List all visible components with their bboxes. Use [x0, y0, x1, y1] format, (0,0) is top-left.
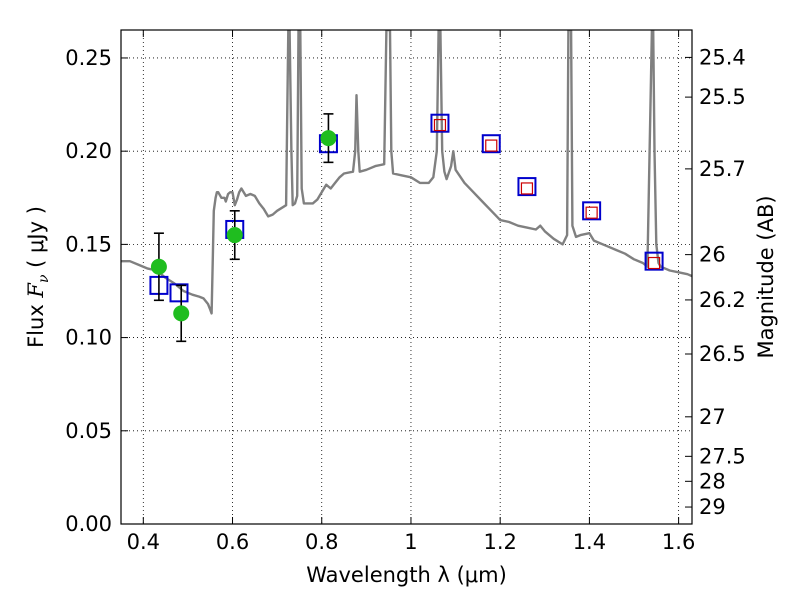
x-tick-label: 1.4 — [573, 530, 606, 554]
red-square-marker — [433, 118, 447, 132]
y2-tick-label: 25.7 — [699, 157, 746, 181]
observed-point — [150, 258, 167, 275]
red-square-marker — [485, 139, 498, 152]
y-tick-label: 0.00 — [65, 512, 112, 536]
y-axis-label: Flux Fν ( μJy ) — [24, 206, 52, 348]
x-tick-label: 0.8 — [305, 530, 338, 554]
grid-lines — [121, 30, 692, 525]
y2-tick-label: 26.5 — [699, 342, 746, 366]
y2-tick-label: 25.5 — [699, 85, 746, 109]
y-tick-label: 0.05 — [65, 419, 112, 443]
data-points — [149, 113, 664, 343]
y2-tick-label: 27 — [699, 405, 726, 429]
blue-square-marker — [582, 201, 602, 221]
red-square-marker — [585, 206, 598, 219]
y2-tick-label: 25.4 — [699, 45, 746, 69]
spectrum-line — [121, 30, 692, 315]
red-square-marker — [520, 182, 534, 195]
model-spectrum — [121, 30, 692, 315]
blue-square-marker — [517, 177, 537, 197]
y2-axis-label: Magnitude (AB) — [754, 195, 778, 358]
x-tick-label: 1 — [404, 530, 417, 554]
red-square-marker — [647, 256, 661, 270]
x-tick-label: 1.2 — [483, 530, 516, 554]
y-axis-label-post: ( μJy ) — [24, 206, 48, 274]
blue-square-marker — [481, 134, 501, 154]
x-tick-label: 0.6 — [216, 530, 249, 554]
blue-square-marker — [644, 251, 664, 271]
y2-tick-label: 26.2 — [699, 288, 746, 312]
y2-tick-label: 26 — [699, 243, 726, 267]
axis-ticks: 0.4 0.6 0.8 1 1.2 1.4 1.6 0.00 0.05 0.10 0.15 0.20 0… — [65, 30, 746, 554]
observed-point — [226, 227, 243, 244]
y-tick-label: 0.20 — [65, 139, 112, 163]
y-tick-label: 0.10 — [65, 326, 112, 350]
y2-tick-label: 29 — [699, 495, 726, 519]
y-axis-label-sub: ν — [36, 274, 52, 283]
blue-square-marker — [169, 283, 189, 303]
x-tick-label: 1.6 — [662, 530, 695, 554]
observed-point — [320, 130, 337, 147]
y-tick-label: 0.15 — [65, 232, 112, 256]
y-tick-label: 0.25 — [65, 46, 112, 70]
plot-frame — [120, 29, 693, 525]
y2-tick-label: 28 — [699, 469, 726, 493]
y2-tick-label: 27.5 — [699, 444, 746, 468]
observed-point — [173, 305, 190, 322]
blue-square-marker — [430, 113, 450, 133]
x-tick-label: 0.4 — [127, 530, 160, 554]
y-axis-label-var: F — [24, 282, 48, 299]
x-axis-label: Wavelength λ (μm) — [306, 563, 507, 587]
y-axis-label-pre: Flux — [24, 298, 48, 348]
